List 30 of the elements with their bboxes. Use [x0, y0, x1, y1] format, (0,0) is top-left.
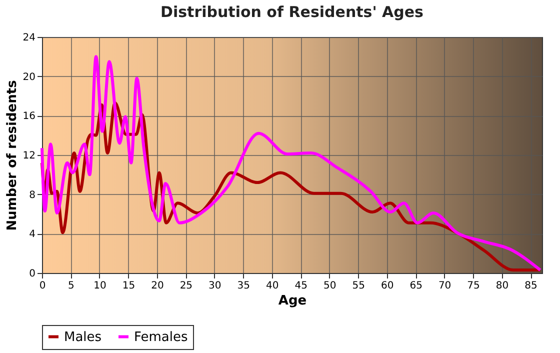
- x-axis-title: Age: [278, 294, 307, 308]
- y-tick-label: 0: [29, 268, 36, 280]
- y-tick-label: 4: [29, 229, 36, 240]
- x-tick-label: 10: [94, 280, 106, 292]
- legend-label: Males: [64, 330, 102, 345]
- x-tick-label: 80: [496, 280, 509, 292]
- chart-title: Distribution of Residents' Ages: [160, 3, 424, 21]
- y-tick-label: 16: [22, 111, 36, 122]
- y-tick-label: 20: [22, 72, 36, 83]
- y-tick-label: 12: [22, 150, 36, 162]
- x-tick-label: 25: [180, 280, 193, 292]
- x-tick-label: 30: [208, 280, 222, 292]
- x-tick-label: 35: [237, 280, 250, 292]
- x-tick-label: 65: [410, 280, 422, 292]
- x-tick-label: 45: [294, 280, 308, 292]
- x-tick-label: 5: [68, 280, 74, 292]
- x-tick-label: 75: [467, 280, 480, 292]
- x-tick-label: 70: [438, 280, 452, 292]
- y-axis-title: Number of residents: [4, 80, 20, 231]
- x-tick-label: 50: [323, 280, 336, 292]
- legend-label: Females: [134, 330, 188, 345]
- x-tick-label: 0: [39, 280, 46, 292]
- y-tick-label: 8: [29, 190, 36, 201]
- x-tick-label: 55: [352, 280, 365, 292]
- x-tick-label: 40: [266, 280, 279, 292]
- x-tick-label: 85: [524, 280, 538, 292]
- x-tick-label: 60: [380, 280, 394, 292]
- y-tick-label: 24: [22, 32, 36, 44]
- x-tick-label: 15: [122, 280, 136, 292]
- x-tick-label: 20: [151, 280, 164, 292]
